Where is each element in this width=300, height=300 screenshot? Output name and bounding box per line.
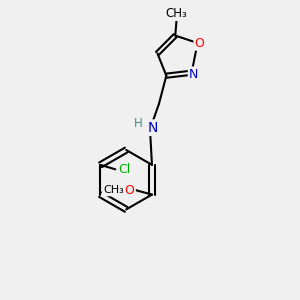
Text: N: N	[189, 68, 198, 81]
Text: N: N	[148, 121, 158, 135]
Text: CH₃: CH₃	[166, 7, 188, 20]
Text: Cl: Cl	[118, 163, 130, 176]
Text: CH₃: CH₃	[103, 185, 124, 195]
Text: O: O	[195, 37, 205, 50]
Text: O: O	[125, 184, 135, 196]
Text: H: H	[134, 117, 143, 130]
